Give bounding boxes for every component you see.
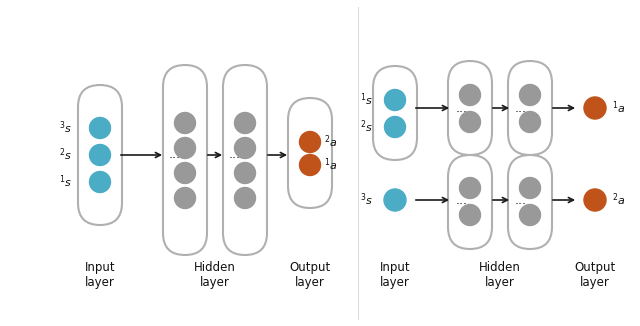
Text: $^2a$: $^2a$ <box>612 192 625 208</box>
Text: $^2s$: $^2s$ <box>59 147 72 163</box>
Text: $^1a$: $^1a$ <box>324 157 337 173</box>
Circle shape <box>300 155 321 175</box>
Text: ...: ... <box>229 149 241 161</box>
FancyBboxPatch shape <box>448 155 492 249</box>
Text: Input
layer: Input layer <box>84 261 115 289</box>
Circle shape <box>520 204 541 226</box>
Circle shape <box>460 177 481 199</box>
FancyBboxPatch shape <box>288 98 332 208</box>
Circle shape <box>460 204 481 226</box>
Circle shape <box>90 144 111 166</box>
Circle shape <box>300 131 321 153</box>
Circle shape <box>90 171 111 192</box>
FancyBboxPatch shape <box>223 65 267 255</box>
Text: Hidden
layer: Hidden layer <box>194 261 236 289</box>
FancyBboxPatch shape <box>508 155 552 249</box>
FancyBboxPatch shape <box>448 61 492 155</box>
Text: $^2a$: $^2a$ <box>324 134 337 150</box>
Circle shape <box>234 162 255 184</box>
Text: ...: ... <box>169 149 181 161</box>
Text: $^1a$: $^1a$ <box>612 100 625 116</box>
Circle shape <box>384 189 406 211</box>
Circle shape <box>460 111 481 132</box>
FancyBboxPatch shape <box>78 85 122 225</box>
FancyBboxPatch shape <box>163 65 207 255</box>
Circle shape <box>175 112 195 134</box>
Text: ...: ... <box>456 194 468 206</box>
Circle shape <box>460 84 481 106</box>
Circle shape <box>175 138 195 158</box>
Text: ...: ... <box>515 194 527 206</box>
Circle shape <box>520 84 541 106</box>
FancyBboxPatch shape <box>508 61 552 155</box>
Text: Output
layer: Output layer <box>289 261 331 289</box>
Text: Input
layer: Input layer <box>380 261 410 289</box>
Text: Hidden
layer: Hidden layer <box>479 261 521 289</box>
Text: $^2s$: $^2s$ <box>360 119 373 135</box>
Text: $^3s$: $^3s$ <box>360 192 373 208</box>
Text: ...: ... <box>456 101 468 114</box>
Circle shape <box>584 189 606 211</box>
Circle shape <box>175 162 195 184</box>
Text: $^3s$: $^3s$ <box>59 120 72 136</box>
Text: $^1s$: $^1s$ <box>59 174 72 190</box>
Circle shape <box>520 111 541 132</box>
Text: $^1s$: $^1s$ <box>360 92 373 108</box>
Circle shape <box>234 112 255 134</box>
Circle shape <box>520 177 541 199</box>
Circle shape <box>584 97 606 119</box>
Circle shape <box>234 138 255 158</box>
Circle shape <box>90 117 111 139</box>
Circle shape <box>175 187 195 209</box>
Text: ...: ... <box>515 101 527 114</box>
Circle shape <box>234 187 255 209</box>
Circle shape <box>385 90 406 111</box>
FancyBboxPatch shape <box>373 66 417 160</box>
Text: Output
layer: Output layer <box>574 261 616 289</box>
Circle shape <box>385 116 406 138</box>
